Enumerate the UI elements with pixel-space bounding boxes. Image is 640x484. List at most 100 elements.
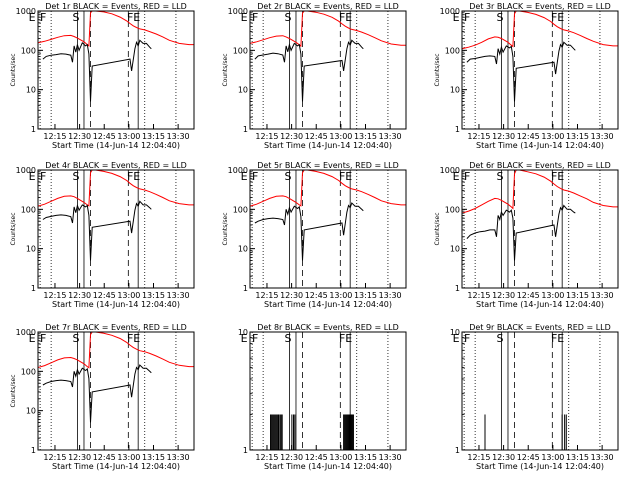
x-tick-label: 12:30 <box>492 291 515 300</box>
panel-title: Det 7r BLACK = Events, RED = LLD <box>45 323 187 332</box>
y-tick-label: 1 <box>31 125 36 134</box>
x-axis-label: Start Time (14-Jun-14 12:04:40) <box>264 462 392 471</box>
y-tick-label: 1 <box>243 284 248 293</box>
marker-label: E <box>29 170 36 183</box>
x-tick-label: 12:45 <box>93 291 116 300</box>
x-tick-label: 13:00 <box>117 453 140 462</box>
y-tick-label: 1000 <box>228 166 248 175</box>
y-tick-label: 100 <box>445 46 460 55</box>
x-tick-label: 13:30 <box>379 453 402 462</box>
x-tick-label: 12:30 <box>280 453 303 462</box>
x-tick-label: 12:45 <box>93 132 116 141</box>
x-tick-label: 12:15 <box>43 453 66 462</box>
x-tick-label: 12:15 <box>467 453 490 462</box>
x-tick-label: 13:00 <box>329 132 352 141</box>
x-tick-label: 13:15 <box>566 453 589 462</box>
marker-label: E <box>557 11 564 24</box>
x-tick-label: 12:45 <box>305 132 328 141</box>
events-series-line <box>254 202 364 261</box>
x-tick-label: 12:45 <box>517 453 540 462</box>
events-series-line <box>254 39 364 102</box>
events-series-line <box>466 204 576 261</box>
x-tick-label: 12:15 <box>255 291 278 300</box>
x-tick-label: 12:30 <box>68 291 91 300</box>
marker-label: F <box>40 332 46 345</box>
marker-label: E <box>453 11 460 24</box>
x-tick-label: 13:00 <box>329 453 352 462</box>
x-tick-label: 13:15 <box>142 453 165 462</box>
x-tick-label: 12:15 <box>467 291 490 300</box>
x-tick-label: 12:15 <box>255 132 278 141</box>
x-tick-label: 13:00 <box>329 291 352 300</box>
y-axis-label: Counts/sec <box>10 53 17 86</box>
y-tick-label: 100 <box>445 205 460 214</box>
events-series-line <box>42 39 152 102</box>
marker-label: E <box>133 170 140 183</box>
events-series-line <box>42 200 152 261</box>
y-tick-label: 10 <box>450 86 460 95</box>
panel-frame <box>37 10 195 130</box>
panel-title: Det 2r BLACK = Events, RED = LLD <box>257 2 399 11</box>
x-tick-label: 12:15 <box>43 132 66 141</box>
marker-label: S <box>496 11 503 24</box>
marker-label: F <box>339 332 345 345</box>
lld-series-line <box>462 11 618 50</box>
y-tick-label: 1000 <box>16 166 36 175</box>
lld-series-line <box>250 11 406 48</box>
lld-series-line <box>38 170 194 207</box>
x-tick-label: 13:30 <box>167 453 190 462</box>
marker-label: E <box>133 332 140 345</box>
y-tick-label: 100 <box>21 205 36 214</box>
panel-frame <box>249 331 407 451</box>
x-axis-label: Start Time (14-Jun-14 12:04:40) <box>52 462 180 471</box>
marker-label: E <box>453 332 460 345</box>
marker-label: S <box>284 332 291 345</box>
y-tick-label: 100 <box>233 205 248 214</box>
y-tick-label: 1 <box>455 446 460 455</box>
x-tick-label: 13:00 <box>117 132 140 141</box>
x-axis-label: Start Time (14-Jun-14 12:04:40) <box>476 300 604 309</box>
x-axis-label: Start Time (14-Jun-14 12:04:40) <box>476 462 604 471</box>
marker-label: S <box>496 332 503 345</box>
x-tick-label: 13:15 <box>566 132 589 141</box>
x-tick-label: 12:30 <box>280 291 303 300</box>
x-axis-label: Start Time (14-Jun-14 12:04:40) <box>264 141 392 150</box>
panel-title: Det 8r BLACK = Events, RED = LLD <box>257 323 399 332</box>
y-tick-label: 1 <box>31 284 36 293</box>
lld-series-line <box>38 332 194 369</box>
y-tick-label: 100 <box>21 46 36 55</box>
marker-label: S <box>72 11 79 24</box>
marker-label: F <box>40 170 46 183</box>
x-tick-label: 12:30 <box>492 132 515 141</box>
x-tick-label: 12:45 <box>517 132 540 141</box>
x-tick-label: 12:15 <box>467 132 490 141</box>
y-tick-label: 1000 <box>440 166 460 175</box>
marker-label: F <box>464 170 470 183</box>
x-axis-label: Start Time (14-Jun-14 12:04:40) <box>264 300 392 309</box>
y-tick-label: 1000 <box>440 7 460 16</box>
x-tick-label: 12:45 <box>517 291 540 300</box>
events-series-line <box>42 364 152 423</box>
marker-label: S <box>72 170 79 183</box>
x-tick-label: 13:15 <box>566 291 589 300</box>
x-tick-label: 12:30 <box>68 132 91 141</box>
marker-label: E <box>241 11 248 24</box>
marker-label: S <box>496 170 503 183</box>
marker-label: F <box>551 11 557 24</box>
x-tick-label: 13:30 <box>167 132 190 141</box>
x-tick-label: 13:15 <box>354 291 377 300</box>
x-tick-label: 12:15 <box>43 291 66 300</box>
marker-label: F <box>127 170 133 183</box>
marker-label: F <box>252 11 258 24</box>
panel-title: Det 1r BLACK = Events, RED = LLD <box>45 2 187 11</box>
x-tick-label: 13:00 <box>541 132 564 141</box>
panel-frame <box>249 10 407 130</box>
marker-label: F <box>464 332 470 345</box>
y-axis-label: Counts/sec <box>434 53 441 86</box>
x-tick-label: 13:30 <box>591 291 614 300</box>
panel-title: Det 3r BLACK = Events, RED = LLD <box>469 2 611 11</box>
x-tick-label: 12:30 <box>68 453 91 462</box>
x-tick-label: 13:30 <box>379 291 402 300</box>
